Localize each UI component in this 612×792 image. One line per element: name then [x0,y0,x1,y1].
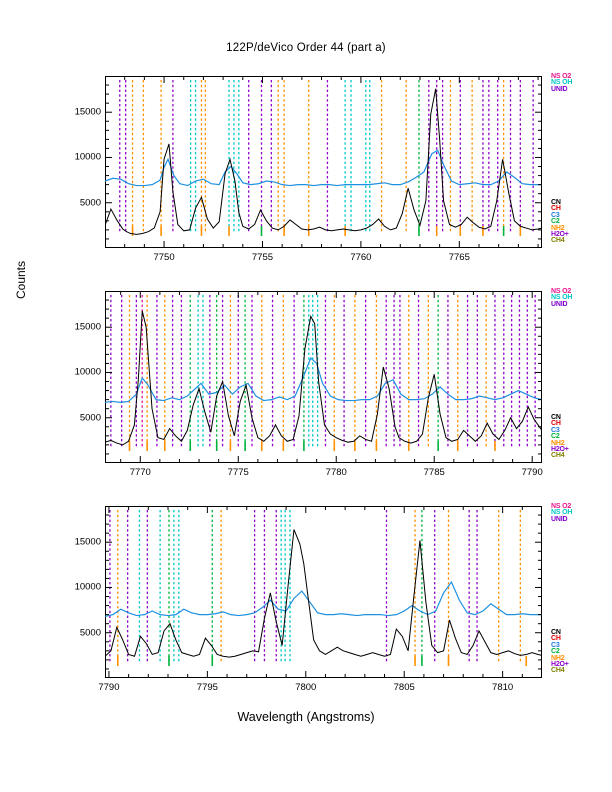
legend-species-item-0: CN [551,629,561,636]
legend-species-item-3: C2 [551,218,560,226]
y-tick-label: 15000 [74,321,101,333]
legend-species-item-0: CN [551,199,561,206]
legend-top-item-0: NS O2 [551,503,572,510]
y-tick-label: 10000 [74,366,101,378]
comet-spectrum-trace [105,310,542,446]
legend-species-item-1: CH [551,205,561,213]
x-tick-label: 7795 [196,682,218,693]
y-axis-label: Counts [14,260,28,300]
legend-top-item-1: NS OH [551,294,573,302]
legend-species-item-2: C3 [551,641,560,649]
legend-species-item-1: CH [551,635,561,643]
x-tick-label: 7785 [423,467,445,478]
y-tick-label: 15000 [74,536,101,548]
legend-species: CN CH C3 C2 NH2 H2O+ CH4 [551,414,569,460]
legend-species-item-3: C2 [551,648,560,656]
y-tick-label: 10000 [74,151,101,163]
legend-top-item-2: UNID [551,85,568,93]
axis-ticks [105,506,542,678]
comet-spectrum-trace [105,529,542,658]
panel-frame [105,291,542,463]
spectrum-panel-3 [105,506,542,678]
legend-species-item-5: H2O+ [551,230,569,238]
species-tick-marks [116,656,528,666]
legend-species-item-4: NH2 [551,224,565,232]
x-tick-label: 7805 [393,682,415,693]
x-tick-label: 7760 [350,252,372,263]
y-tick-label: 5000 [79,412,101,424]
legend-top-item-1: NS OH [551,509,573,517]
legend-species-item-5: H2O+ [551,660,569,668]
reference-spectrum-trace [105,580,542,618]
x-tick-label: 7790 [98,682,120,693]
species-tick-marks [128,441,496,451]
legend-species-item-6: CH4 [551,237,565,245]
legend-top-item-2: UNID [551,300,568,308]
legend-unidentified: NS O2 NS OH UNID [551,73,573,93]
legend-top-item-2: UNID [551,515,568,523]
axis-ticks [105,291,542,463]
page-title: 122P/deVico Order 44 (part a) [226,42,386,54]
comet-spectrum-trace [105,88,542,235]
axis-ticks [105,76,542,248]
x-tick-label: 7770 [129,467,151,478]
x-tick-label: 7775 [227,467,249,478]
panel-canvas [105,76,542,248]
y-tick-label: 10000 [74,581,101,593]
x-tick-label: 7800 [295,682,317,693]
y-tick-label: 5000 [79,197,101,209]
panel-canvas [105,506,542,678]
spectrum-panel-2 [105,291,542,463]
x-tick-label: 7750 [153,252,175,263]
legend-species-item-4: NH2 [551,439,565,447]
legend-species-item-5: H2O+ [551,445,569,453]
x-tick-label: 7790 [521,467,543,478]
x-axis-label: Wavelength (Angstroms) [237,710,375,724]
x-tick-label: 7810 [492,682,514,693]
species-tick-marks [131,226,522,236]
reference-spectrum-trace [105,149,542,187]
legend-species-item-3: C2 [551,433,560,441]
legend-unidentified: NS O2 NS OH UNID [551,288,573,308]
legend-top-item-0: NS O2 [551,288,572,295]
y-tick-label: 15000 [74,106,101,118]
panel-canvas [105,291,542,463]
legend-species-item-1: CH [551,420,561,428]
legend-species-item-0: CN [551,414,561,421]
line-identifications [119,80,534,232]
reference-spectrum-trace [105,356,542,403]
legend-top-item-0: NS O2 [551,73,572,80]
legend-species: CN CH C3 C2 NH2 H2O+ CH4 [551,629,569,675]
x-tick-label: 7765 [448,252,470,263]
legend-unidentified: NS O2 NS OH UNID [551,503,573,523]
legend-species-item-2: C3 [551,426,560,434]
legend-species-item-6: CH4 [551,667,565,675]
y-tick-label: 5000 [79,627,101,639]
legend-species-item-4: NH2 [551,654,565,662]
spectrum-panel-1 [105,76,542,248]
line-identifications [109,510,521,662]
x-tick-label: 7780 [325,467,347,478]
legend-top-item-1: NS OH [551,79,573,87]
legend-species: CN CH C3 C2 NH2 H2O+ CH4 [551,199,569,245]
line-identifications [110,295,536,447]
legend-species-item-2: C3 [551,211,560,219]
legend-species-item-6: CH4 [551,452,565,460]
x-tick-label: 7755 [251,252,274,263]
